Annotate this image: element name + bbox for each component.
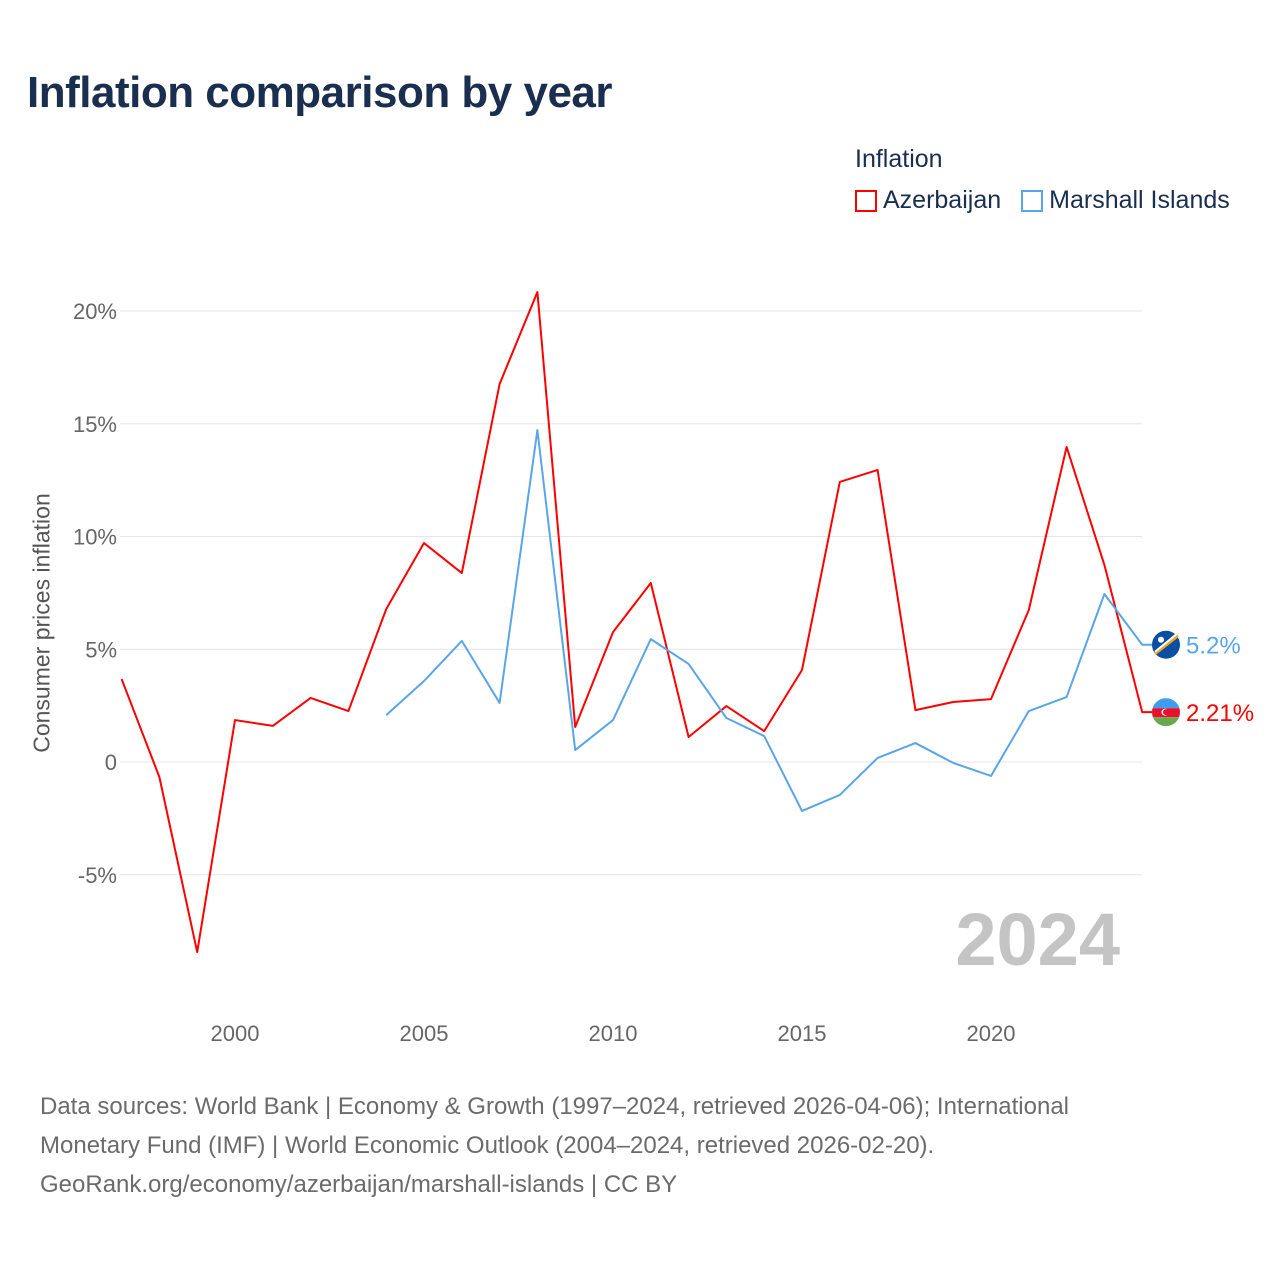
flag-stripe [1152,698,1180,709]
footer-line: Data sources: World Bank | Economy & Gro… [40,1093,1070,1120]
flag-icon-azerbaijan [1152,698,1180,727]
flag-stripe [1154,632,1178,653]
legend-swatch-azerbaijan [855,189,877,212]
footer-line: Monetary Fund (IMF) | World Economic Out… [40,1132,935,1159]
flag-stripes [1152,698,1180,727]
y-tick-label: -5% [78,863,117,888]
legend: Azerbaijan Marshall Islands [855,186,1230,215]
flag-crescent-cut [1163,709,1169,716]
legend-title: Inflation [855,145,943,173]
flag-stripe [1152,717,1180,727]
flag-star [1158,636,1164,643]
series-line-azerbaijan [120,291,1152,954]
y-tick-label: 20% [73,299,117,324]
legend-swatch-marshall-islands [1021,189,1044,212]
end-value-label: 5.2% [1186,633,1241,660]
legend-label: Azerbaijan [883,186,1002,214]
flag-stripe [1154,634,1179,655]
x-tick-label: 2020 [967,1021,1016,1046]
legend-item-azerbaijan[interactable]: Azerbaijan [855,186,1001,215]
series-line-marshall-islands [385,429,1152,812]
legend-item-marshall-islands[interactable]: Marshall Islands [1021,186,1230,215]
footer-line[interactable]: GeoRank.org/economy/azerbaijan/marshall-… [40,1171,678,1198]
x-tick-label: 2005 [400,1021,449,1046]
x-tick-label: 2000 [211,1021,260,1046]
year-watermark: 2024 [955,898,1120,981]
x-tick-label: 2010 [589,1021,638,1046]
y-tick-label: 15% [73,412,117,437]
x-tick-label: 2015 [778,1021,827,1046]
y-tick-label: 0 [105,750,117,775]
end-value-label: 2.21% [1186,700,1254,727]
y-tick-label: 5% [85,637,117,662]
chart-title: Inflation comparison by year [27,68,613,117]
footer-sources: Data sources: World Bank | Economy & Gro… [40,1087,1240,1204]
line-chart: 2024 -5% 0 5% 10% 15% 20% 2000 2005 2010 2015 2020… [73,291,1254,1046]
flag-icon-marshall-islands [1152,630,1180,659]
legend-label: Marshall Islands [1049,186,1230,214]
y-tick-label: 10% [73,525,117,550]
